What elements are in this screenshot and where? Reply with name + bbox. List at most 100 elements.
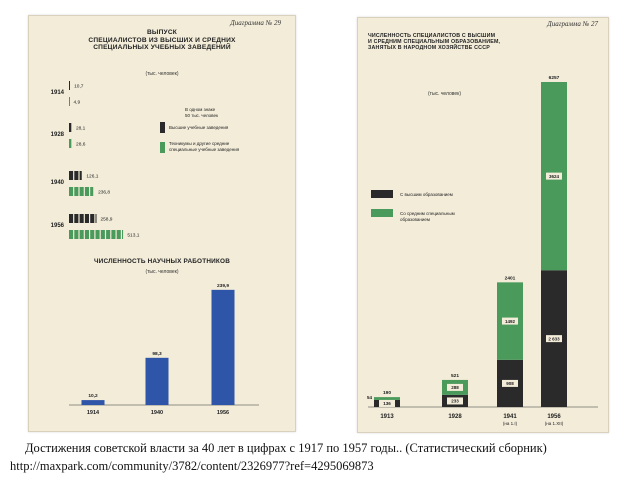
year-label: 1914	[51, 90, 65, 96]
x-tick-label: 1913	[380, 414, 394, 420]
x-tick-label: 1956	[217, 410, 229, 416]
unit-label: (тыс. человек)	[145, 71, 179, 77]
x-tick-label: 1928	[448, 414, 462, 420]
chart-title: ЧИСЛЕННОСТЬ СПЕЦИАЛИСТОВ С ВЫСШИМ И СРЕД…	[368, 33, 501, 52]
total-label: 521	[451, 373, 459, 379]
pictogram-icon	[69, 97, 70, 106]
x-tick-note: (на 1.I)	[503, 421, 518, 426]
pictogram-icon	[74, 171, 79, 180]
value-label-box	[546, 335, 562, 343]
value-label-box	[447, 383, 463, 391]
year-label: 1940	[51, 180, 65, 186]
data-label: 126,1	[86, 174, 98, 180]
pictogram-icon	[69, 171, 74, 180]
year-label: 1928	[51, 132, 65, 138]
segment-label: 288	[451, 385, 459, 390]
pictogram-icon	[122, 230, 124, 239]
segment-label: 3624	[549, 174, 560, 179]
chart-title: ВЫПУСК СПЕЦИАЛИСТОВ ИЗ ВЫСШИХ И СРЕДНИХ …	[88, 29, 236, 52]
section2-title: ЧИСЛЕННОСТЬ НАУЧНЫХ РАБОТНИКОВ	[93, 258, 231, 265]
segment-label: 908	[506, 381, 514, 386]
pictogram-icon	[69, 187, 74, 196]
x-tick-note: (на 1.XII)	[545, 421, 564, 426]
pictogram-icon	[74, 187, 79, 196]
year-label: 1956	[51, 223, 65, 229]
graduates-pictogram-chart: 1914 10,7 4,9 1928 28,1 28,6 1940 126,1 236,8 195…	[51, 81, 140, 239]
segment-label: 54	[367, 395, 373, 400]
total-label: 6257	[549, 75, 560, 81]
right-diagram-page: Диаграмма № 27 ЧИСЛЕННОСТЬ СПЕЦИАЛИСТОВ …	[357, 17, 609, 433]
data-label: 10,2	[88, 393, 98, 399]
data-label: 4,9	[74, 100, 81, 106]
pictogram-icon	[100, 230, 105, 239]
data-label: 10,7	[74, 84, 84, 90]
legend-dark-label: Высшие учебные заведения	[169, 125, 229, 130]
legend-dark-label: С высшим образованием	[400, 192, 453, 197]
data-label: 98,3	[152, 351, 162, 357]
total-label: 2401	[505, 275, 516, 281]
legend-green-label: Техникумы и другие средние специальные у…	[169, 141, 240, 152]
pictogram-icon	[90, 230, 95, 239]
pictogram-icon	[95, 230, 100, 239]
value-label-box	[379, 399, 395, 407]
figure-caption: Достижения советской власти за 40 лет в …	[0, 440, 640, 476]
pictogram-icon	[69, 230, 74, 239]
pictogram-icon	[84, 230, 89, 239]
pictogram-icon	[79, 214, 84, 223]
caption-text: Достижения советской власти за 40 лет в …	[25, 441, 547, 455]
total-label: 190	[383, 390, 391, 396]
data-label: 28,6	[76, 142, 86, 148]
segment-label: 2 633	[548, 336, 560, 341]
diagram-number: Диаграмма № 27	[547, 20, 598, 28]
x-tick-label: 1940	[151, 410, 163, 416]
pictogram-icon	[69, 214, 74, 223]
bar	[145, 357, 169, 405]
value-label-box	[546, 172, 562, 180]
legend-green-label: Со средним специальным образованием	[400, 211, 455, 222]
bar	[211, 289, 235, 405]
diagram-number: Диаграмма № 29	[230, 19, 281, 27]
pictogram-icon	[106, 230, 111, 239]
pictogram-icon	[79, 171, 82, 180]
scientists-bar-chart: 10,2 1914 98,3 1940 239,9 1956	[69, 283, 259, 416]
segment-label: 136	[383, 401, 391, 406]
segment-label: 233	[451, 399, 459, 404]
data-label: 236,8	[98, 190, 110, 196]
pictogram-icon	[79, 187, 84, 196]
bar	[81, 400, 105, 405]
data-label: 239,9	[217, 283, 229, 289]
segment-label: 1492	[505, 319, 516, 324]
data-label: 513,1	[127, 233, 139, 239]
legend-dark-swatch	[371, 190, 393, 198]
caption-link: http://maxpark.com/community/3782/conten…	[10, 458, 374, 473]
pictogram-icon	[69, 139, 72, 148]
value-label-box	[502, 379, 518, 387]
value-label-box	[502, 317, 518, 325]
section2-unit: (тыс. человек)	[145, 269, 179, 275]
pictogram-icon	[74, 230, 79, 239]
pictogram-icon	[74, 214, 79, 223]
data-label: 258,9	[100, 217, 112, 223]
pictogram-icon	[116, 230, 121, 239]
x-tick-label: 1914	[87, 410, 100, 416]
x-tick-label: 1956	[547, 414, 561, 420]
legend-green-swatch	[160, 142, 165, 153]
x-tick-label: 1941	[503, 414, 517, 420]
pictogram-icon	[69, 123, 72, 132]
specialists-stacked-chart: 136 54 190 1913 233 288 521 1928 908 1492 2401 1941…	[367, 75, 598, 426]
pictogram-icon	[95, 214, 97, 223]
pictogram-icon	[90, 214, 95, 223]
left-diagram-page: Диаграмма № 29 ВЫПУСК СПЕЦИАЛИСТОВ ИЗ ВЫ…	[28, 15, 296, 432]
pictogram-icon	[84, 214, 89, 223]
unit-label: (тыс. человек)	[428, 91, 462, 97]
data-label: 28,1	[76, 126, 86, 132]
pictogram-icon	[84, 187, 89, 196]
legend-green-swatch	[371, 209, 393, 217]
pictogram-icon	[90, 187, 94, 196]
scale-note: В одном знаке 50 тыс. человек	[185, 107, 218, 118]
pictogram-icon	[79, 230, 84, 239]
legend-dark-swatch	[160, 122, 165, 133]
bar-secondary-education	[374, 397, 400, 400]
pictogram-icon	[69, 81, 70, 90]
pictogram-icon	[111, 230, 116, 239]
